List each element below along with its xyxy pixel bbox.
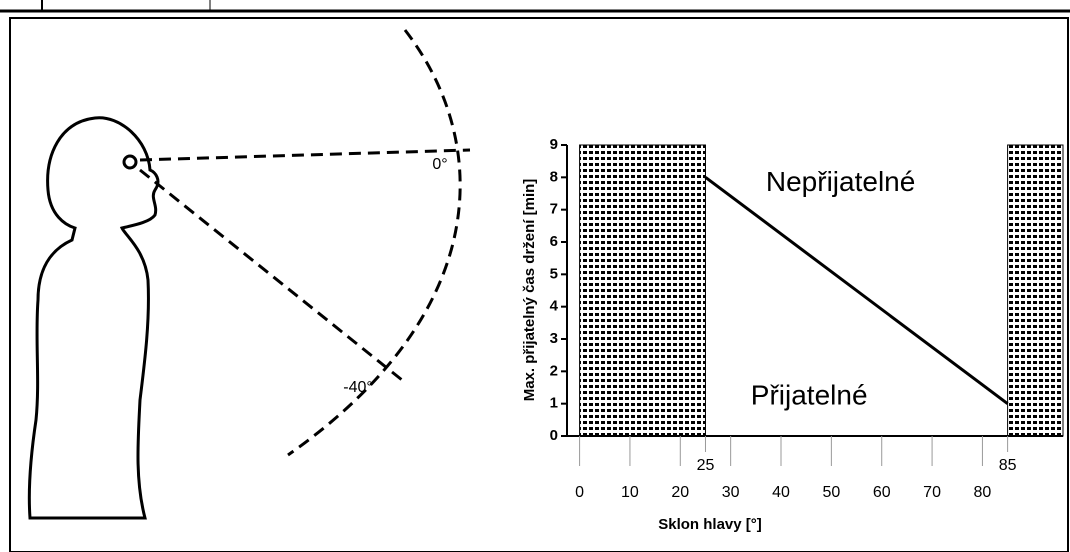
x-tick-label: 60 [873,484,891,501]
annotation: Nepřijatelné [766,166,915,197]
angle-label: 0° [432,156,447,173]
angle-label: -40° [343,379,373,396]
plot: 0 1 2 3 4 5 6 7 8 9 0 10 20 30 40 50 60 70 80 25 85 Nepřijate… [550,136,1063,501]
y-tick-label: 6 [550,233,558,250]
y-tick-label: 5 [550,265,558,282]
x-tick-label: 40 [772,484,790,501]
y-tick-label: 0 [550,427,558,444]
frame [10,18,1068,552]
x-tick-label: 10 [621,484,639,501]
x-tick-label: 20 [671,484,689,501]
y-tick-label: 2 [550,362,558,379]
x-tick-label: 80 [974,484,992,501]
page: 0° -40° Max. přijatelný čas držení [min]… [0,0,1070,552]
y-tick-label: 1 [550,395,558,412]
annotation: Přijatelné [751,380,868,411]
y-axis-title: Max. přijatelný čas držení [min] [521,179,538,402]
x-tick-label: 25 [697,457,715,474]
figure: 0° -40° Max. přijatelný čas držení [min]… [0,0,1070,552]
region [580,145,706,436]
x-tick-label: 50 [822,484,840,501]
x-tick-label: 70 [923,484,941,501]
y-tick-label: 3 [550,330,558,347]
person [29,118,158,518]
x-tick-label: 30 [722,484,740,501]
sight-lines [140,30,470,455]
y-tick-label: 8 [550,168,558,185]
x-tick-label: 85 [999,457,1017,474]
x-axis-title: Sklon hlavy [°] [658,516,762,533]
y-tick-label: 7 [550,201,558,218]
line [705,177,1007,403]
x-tick-label: 0 [575,484,584,501]
y-tick-label: 9 [550,136,558,153]
y-tick-label: 4 [550,298,559,315]
region [1008,145,1063,436]
